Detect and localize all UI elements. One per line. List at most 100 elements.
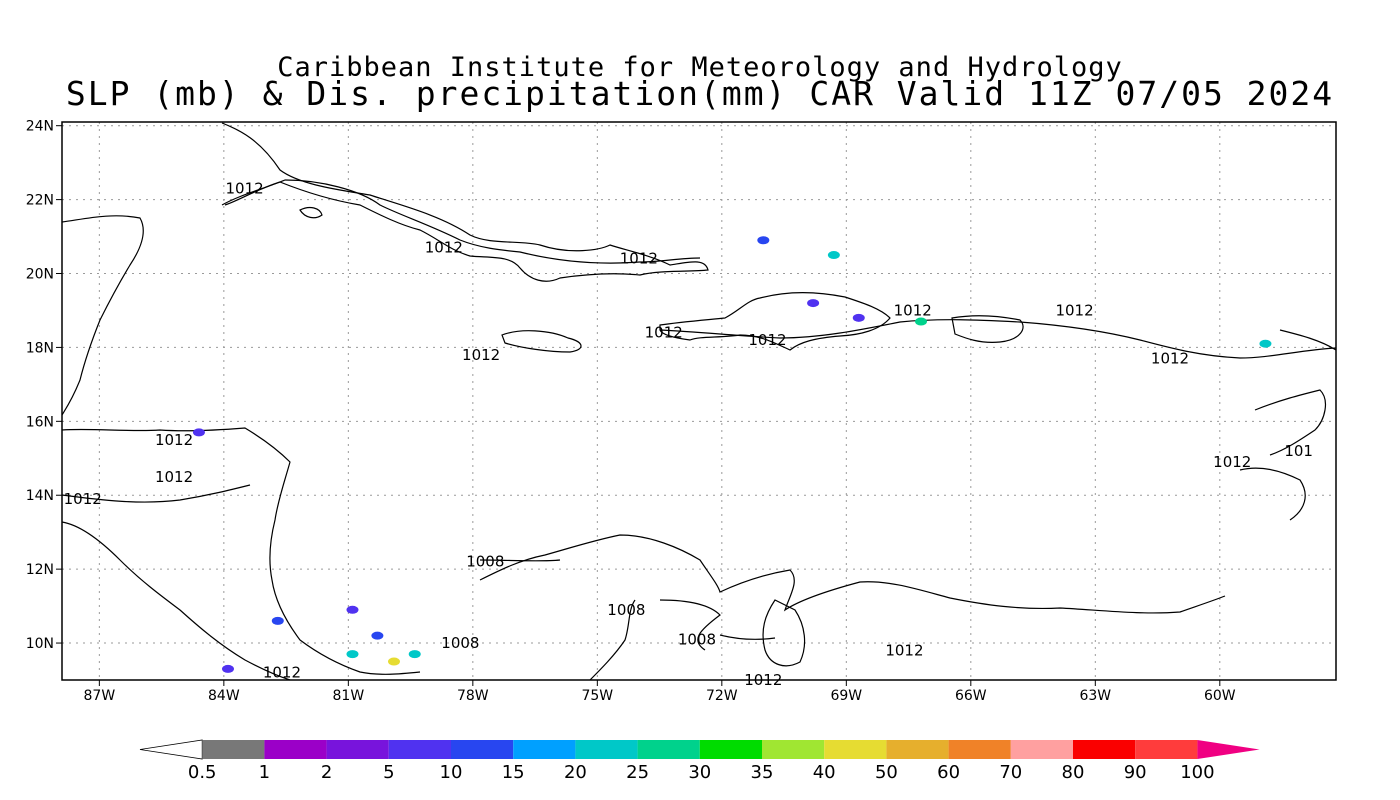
colorbar-segment [202,740,265,759]
lat-tick-label: 18N [26,340,54,356]
precip-cell [807,299,820,308]
map-border [61,121,1337,681]
bahamas-coast [299,206,323,219]
colorbar-label: 20 [564,762,587,783]
jamaica-coast [501,330,582,353]
colorbar-label: 2 [321,762,332,783]
lat-tick-label: 24N [26,119,54,135]
lat-tick-label: 22N [26,193,54,209]
isobar-labels: 1012 1012 1012 1012 1012 1012 1012 1012 1012 1012… [64,180,1313,689]
chart-title: Caribbean Institute for Meteorology and … [277,52,1123,83]
lat-tick-label: 16N [26,414,54,430]
latitude-axis: 24N 22N 20N 18N 16N 14N 12N 10N [26,119,62,652]
colorbar-segment [388,740,451,759]
isobar-label: 1012 [155,431,193,449]
colorbar: 0.5 1 2 5 10 15 20 25 30 35 40 50 60 70 80 90 100 [139,739,1260,783]
colorbar-segment [451,740,514,759]
colorbar-label: 30 [688,762,711,783]
colorbar-segment [264,740,327,759]
lat-tick-label: 14N [26,488,54,504]
colorbar-segment [1073,740,1136,759]
precip-cell [346,605,359,614]
colorbar-segment [326,740,389,759]
isobar-label: 1008 [466,553,504,571]
colorbar-segment [824,740,887,759]
isobar-1012-central [659,319,1337,359]
precip-cell [192,428,205,437]
lat-tick-label: 10N [26,636,54,652]
isobar-label: 1012 [225,180,263,198]
cuba-coast [221,122,709,282]
precip-cell [408,650,421,659]
colorbar-label: 5 [383,762,394,783]
isobar-1012-south [61,484,251,503]
lat-tick-label: 12N [26,562,54,578]
lon-tick-label: 63W [1079,688,1111,704]
isobar-label: 1008 [607,601,645,619]
lon-tick-label: 87W [84,688,116,704]
colorbar-segment [637,740,700,759]
colorbar-label: 40 [813,762,836,783]
colorbar-label: 15 [502,762,525,783]
colorbar-label: 70 [999,762,1022,783]
colorbar-segment [575,740,638,759]
precip-cell [271,616,284,625]
precip-cell [757,236,770,245]
precip-cell [387,657,400,666]
south-america-coast [479,534,1226,614]
maracaibo-coast [762,599,806,667]
colombia-coast [589,599,636,681]
lon-tick-label: 60W [1204,688,1236,704]
puerto-rico-coast [951,315,1024,343]
isobar-label: 1012 [1213,453,1251,471]
yucatan-coast [61,215,144,416]
colorbar-segment [762,740,825,759]
map-frame [62,122,1336,680]
isobar-label: 1012 [462,346,500,364]
colorbar-label: 1 [259,762,270,783]
isobar-label: 1008 [441,634,479,652]
isobar-label: 1012 [425,239,463,257]
lesser-antilles-coast [1239,329,1337,521]
hispaniola-coast [659,292,891,351]
colorbar-segment [948,740,1011,759]
isobar-label: 1008 [678,630,716,648]
pacific-coast [61,521,291,681]
isobar-label: 1012 [1055,301,1093,319]
lon-tick-label: 72W [706,688,738,704]
precip-cell [852,313,865,322]
colorbar-segment [1135,740,1198,759]
colorbar-label: 35 [751,762,774,783]
isobar-label: 1012 [748,331,786,349]
isobar-1008 [479,559,776,651]
precip-cell [915,317,928,326]
colorbar-label: 10 [440,762,463,783]
lon-tick-label: 81W [333,688,365,704]
precip-cell [371,631,384,640]
precip-cell [827,251,840,260]
colorbar-high-arrow [1197,740,1260,759]
central-america-coast [61,427,421,675]
colorbar-label: 25 [626,762,649,783]
map-area: 1012 1012 1012 1012 1012 1012 1012 1012 1012 1012… [61,121,1337,689]
isobar-label: 1012 [885,641,923,659]
lon-tick-label: 69W [830,688,862,704]
colorbar-label: 50 [875,762,898,783]
isobar-label: 1012 [155,468,193,486]
precip-cell [1259,339,1272,348]
precip-cell [221,664,234,673]
colorbar-label: 90 [1124,762,1147,783]
colorbar-segment [886,740,949,759]
lat-tick-label: 20N [26,267,54,283]
precip-cell [346,650,359,659]
precipitation-cells [192,236,1272,673]
lon-tick-label: 78W [457,688,489,704]
colorbar-segment [699,740,762,759]
colorbar-label: 100 [1180,762,1214,783]
colorbar-label: 80 [1062,762,1085,783]
lon-tick-label: 66W [955,688,987,704]
isobar-label: 101 [1284,442,1313,460]
isobar-label: 1012 [894,301,932,319]
colorbar-segment [513,740,576,759]
longitude-axis: 87W 84W 81W 78W 75W 72W 69W 66W 63W 60W [84,680,1236,704]
